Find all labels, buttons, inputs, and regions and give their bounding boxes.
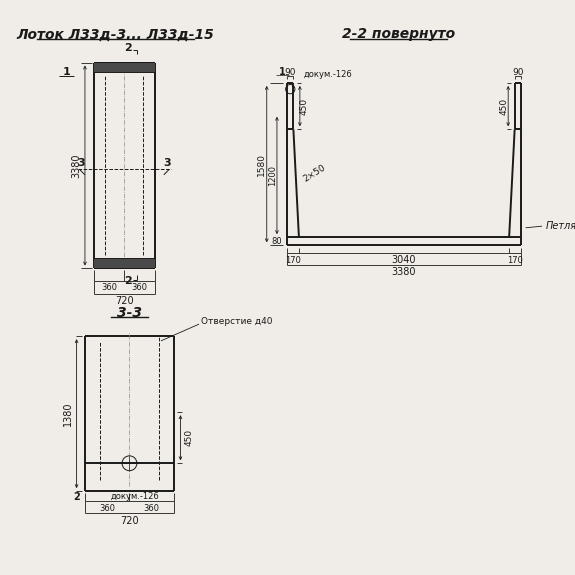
Text: 360: 360 <box>101 283 117 293</box>
Text: 450: 450 <box>185 429 193 446</box>
Text: докум.-126: докум.-126 <box>111 492 160 501</box>
Bar <box>94 259 155 269</box>
Text: 1380: 1380 <box>63 401 73 426</box>
Text: 720: 720 <box>120 516 139 526</box>
Text: 720: 720 <box>115 296 133 306</box>
Text: 1580: 1580 <box>256 152 266 175</box>
Text: 360: 360 <box>144 504 160 513</box>
Text: 3380: 3380 <box>392 267 416 277</box>
Text: 360: 360 <box>132 283 147 293</box>
Text: 3: 3 <box>164 158 171 168</box>
Text: 90: 90 <box>285 68 296 77</box>
Text: Лоток Л33д-3... Л33д-15: Лоток Л33д-3... Л33д-15 <box>17 28 214 41</box>
Bar <box>94 63 155 72</box>
Text: 3-3: 3-3 <box>117 305 142 320</box>
Text: 1: 1 <box>278 67 285 77</box>
Text: 2: 2 <box>124 277 132 286</box>
Text: 360: 360 <box>99 504 115 513</box>
Text: 3380: 3380 <box>72 154 82 178</box>
Text: 450: 450 <box>500 98 509 114</box>
Text: 1: 1 <box>63 67 70 77</box>
Text: 3040: 3040 <box>392 255 416 265</box>
Text: 2×50: 2×50 <box>302 163 328 184</box>
Text: 3: 3 <box>78 158 85 168</box>
Text: докум.-126: докум.-126 <box>304 70 352 79</box>
Text: Петля: Петля <box>546 221 575 231</box>
Text: 1200: 1200 <box>268 165 277 186</box>
Text: 170: 170 <box>285 256 301 264</box>
Text: Отверстие д40: Отверстие д40 <box>201 317 273 326</box>
Text: 2: 2 <box>74 492 81 501</box>
Text: 170: 170 <box>507 256 523 264</box>
Text: 80: 80 <box>271 237 282 246</box>
Text: 450: 450 <box>299 98 308 114</box>
Text: 2: 2 <box>124 43 132 53</box>
Text: 2-2 повернуто: 2-2 повернуто <box>342 28 455 41</box>
Text: 90: 90 <box>512 68 523 77</box>
